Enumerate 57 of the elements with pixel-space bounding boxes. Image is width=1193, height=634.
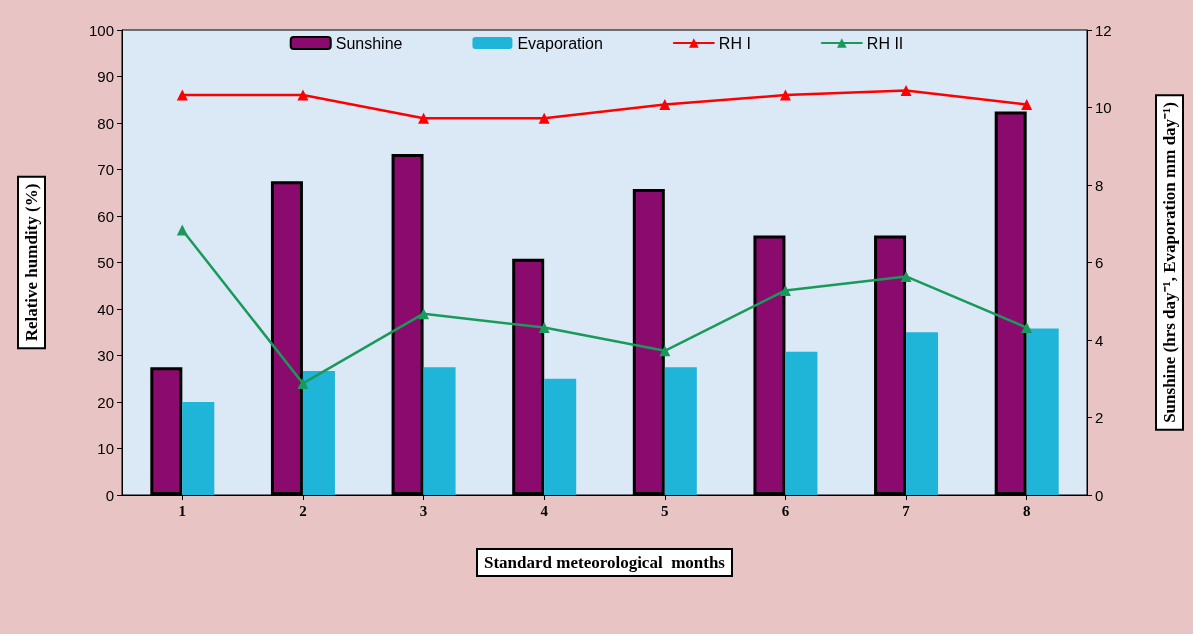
legend-label: Evaporation: [517, 34, 603, 52]
point: [418, 112, 430, 124]
bar: [1026, 328, 1059, 495]
point: [297, 89, 309, 101]
y2-tick-label: 6: [1095, 254, 1104, 271]
y-axis-title: Relative humdity (%): [22, 183, 41, 342]
point: [176, 89, 188, 101]
point: [900, 84, 912, 96]
point: [538, 322, 550, 334]
point: [659, 98, 671, 110]
y-tick-label: 30: [97, 347, 114, 364]
y2-tick-label: 2: [1095, 409, 1104, 426]
y2-tick-label: 4: [1095, 331, 1104, 349]
legend-label: RH II: [866, 34, 904, 52]
bar: [544, 378, 577, 495]
point: [297, 377, 309, 389]
bar: [423, 367, 456, 495]
x-tick-label: 6: [781, 502, 790, 519]
bar: [785, 351, 818, 495]
y2-tick-label: 8: [1095, 176, 1104, 194]
point: [779, 284, 791, 296]
x-tick-label: 5: [661, 502, 669, 519]
y2-axis-title: Sunshine (hrs day⁻¹, Evaporation mm day⁻¹): [1160, 102, 1179, 423]
point: [538, 112, 550, 124]
point: [418, 308, 430, 320]
bar: [906, 332, 939, 495]
point: [659, 345, 671, 357]
x-tick-label: 3: [419, 502, 428, 519]
y-tick-label: 10: [97, 440, 114, 457]
y-tick-label: 40: [97, 300, 114, 318]
x-tick-label: 2: [299, 502, 307, 519]
x-tick-label: 8: [1022, 502, 1031, 519]
y2-tick-label: 0: [1095, 486, 1104, 504]
x-tick-label: 4: [540, 502, 549, 519]
y-tick-label: 50: [97, 254, 114, 271]
point: [1021, 322, 1033, 334]
y2-tick-label: 12: [1095, 21, 1112, 39]
x-axis-title: Standard meteorological months: [484, 553, 726, 572]
y-tick-label: 60: [97, 207, 114, 225]
legend-label: RH I: [718, 34, 751, 52]
point: [779, 89, 791, 101]
y-tick-label: 100: [88, 21, 114, 39]
point: [1021, 98, 1033, 110]
y-tick-label: 70: [97, 161, 114, 178]
y-tick-label: 80: [97, 114, 114, 132]
y-tick-label: 20: [97, 393, 114, 411]
legend-label: Sunshine: [335, 34, 403, 52]
x-tick-label: 1: [178, 502, 187, 519]
y-tick-label: 90: [97, 68, 114, 85]
point: [900, 270, 912, 282]
x-tick-label: 7: [902, 502, 911, 519]
y-tick-label: 0: [105, 486, 114, 504]
point: [176, 224, 188, 236]
bar: [302, 371, 335, 495]
y2-tick-label: 10: [1095, 99, 1112, 116]
bar: [182, 402, 215, 495]
bar: [664, 367, 697, 495]
